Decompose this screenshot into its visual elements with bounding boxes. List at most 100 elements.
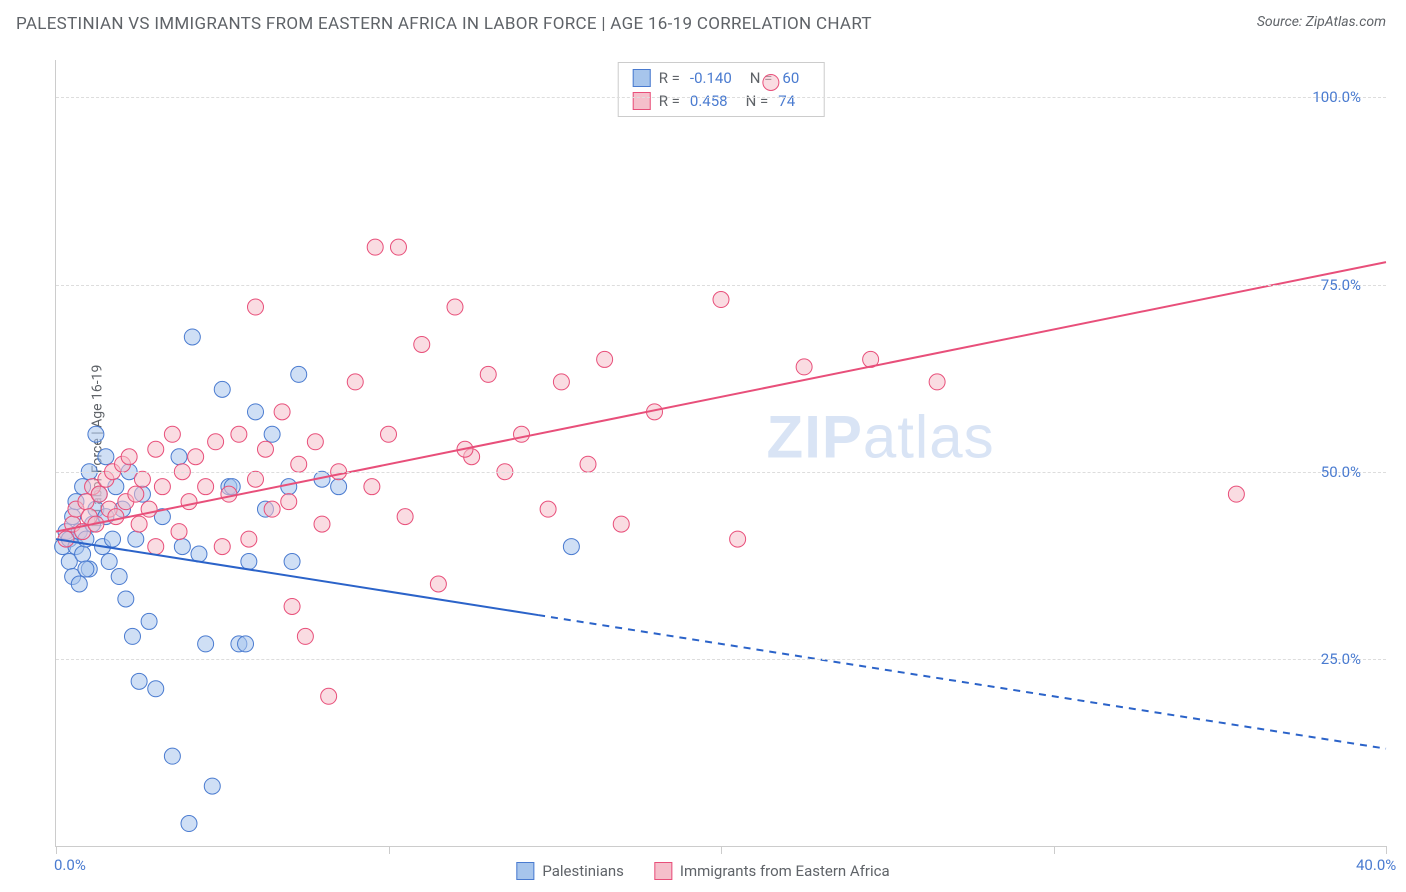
trend-line-dashed — [538, 615, 1386, 749]
y-tick-label: 50.0% — [1321, 463, 1361, 481]
scatter-point — [78, 561, 94, 577]
gridline — [56, 97, 1386, 98]
scatter-point — [381, 426, 397, 442]
scatter-point — [221, 486, 237, 502]
scatter-point — [208, 434, 224, 450]
scatter-point — [128, 486, 144, 502]
scatter-point — [929, 374, 945, 390]
scatter-point — [118, 591, 134, 607]
scatter-point — [257, 441, 273, 457]
plot-svg — [56, 60, 1386, 846]
source-name: ZipAtlas.com — [1306, 14, 1386, 30]
legend-item-series2: Immigrants from Eastern Africa — [654, 862, 890, 880]
scatter-point — [297, 628, 313, 644]
legend-label-series2: Immigrants from Eastern Africa — [680, 862, 890, 880]
scatter-point — [75, 546, 91, 562]
scatter-point — [364, 479, 380, 495]
scatter-point — [154, 479, 170, 495]
scatter-point — [241, 554, 257, 570]
gridline — [56, 285, 1386, 286]
scatter-point — [281, 479, 297, 495]
scatter-point — [264, 501, 280, 517]
legend-item-series1: Palestinians — [516, 862, 624, 880]
scatter-point — [796, 359, 812, 375]
scatter-point — [164, 426, 180, 442]
scatter-point — [347, 374, 363, 390]
scatter-point — [321, 688, 337, 704]
x-tick-label: 0.0% — [54, 856, 86, 874]
source-label: Source: — [1257, 14, 1306, 30]
scatter-point — [331, 479, 347, 495]
scatter-point — [367, 239, 383, 255]
y-tick-label: 100.0% — [1312, 88, 1361, 106]
scatter-point — [148, 441, 164, 457]
scatter-point — [111, 569, 127, 585]
scatter-point — [291, 456, 307, 472]
gridline — [56, 472, 1386, 473]
scatter-point — [613, 516, 629, 532]
scatter-point — [291, 366, 307, 382]
scatter-point — [713, 292, 729, 308]
x-tick — [389, 846, 390, 854]
scatter-point — [1228, 486, 1244, 502]
scatter-point — [281, 494, 297, 510]
scatter-point — [241, 531, 257, 547]
scatter-point — [181, 816, 197, 832]
scatter-point — [214, 381, 230, 397]
scatter-point — [390, 239, 406, 255]
scatter-point — [597, 351, 613, 367]
x-tick — [1386, 846, 1387, 854]
x-tick — [721, 846, 722, 854]
plot-area: ZIPatlas R = -0.140 N = 60 R = 0.458 N =… — [55, 60, 1386, 847]
scatter-point — [181, 494, 197, 510]
scatter-point — [580, 456, 596, 472]
y-tick-label: 25.0% — [1321, 650, 1361, 668]
scatter-point — [238, 636, 254, 652]
scatter-point — [430, 576, 446, 592]
scatter-point — [134, 471, 150, 487]
scatter-point — [91, 486, 107, 502]
scatter-point — [447, 299, 463, 315]
scatter-point — [188, 449, 204, 465]
scatter-point — [88, 426, 104, 442]
series-legend: Palestinians Immigrants from Eastern Afr… — [516, 862, 889, 880]
scatter-point — [414, 336, 430, 352]
scatter-point — [171, 524, 187, 540]
scatter-point — [514, 426, 530, 442]
scatter-point — [171, 449, 187, 465]
scatter-point — [98, 449, 114, 465]
scatter-point — [730, 531, 746, 547]
scatter-point — [71, 576, 87, 592]
scatter-point — [198, 479, 214, 495]
scatter-point — [198, 636, 214, 652]
scatter-point — [553, 374, 569, 390]
scatter-point — [248, 299, 264, 315]
scatter-point — [540, 501, 556, 517]
legend-swatch-bottom-1 — [516, 862, 534, 880]
chart-title: PALESTINIAN VS IMMIGRANTS FROM EASTERN A… — [16, 14, 872, 34]
scatter-point — [248, 471, 264, 487]
y-tick-label: 75.0% — [1321, 276, 1361, 294]
gridline — [56, 659, 1386, 660]
scatter-point — [563, 539, 579, 555]
scatter-point — [284, 598, 300, 614]
scatter-point — [274, 404, 290, 420]
scatter-point — [763, 74, 779, 90]
scatter-point — [248, 404, 264, 420]
scatter-point — [231, 426, 247, 442]
scatter-point — [131, 516, 147, 532]
scatter-point — [307, 434, 323, 450]
x-tick — [1054, 846, 1055, 854]
scatter-point — [184, 329, 200, 345]
scatter-point — [148, 539, 164, 555]
scatter-point — [264, 426, 280, 442]
scatter-point — [204, 778, 220, 794]
scatter-point — [480, 366, 496, 382]
scatter-point — [148, 681, 164, 697]
scatter-point — [191, 546, 207, 562]
scatter-point — [174, 539, 190, 555]
legend-swatch-bottom-2 — [654, 862, 672, 880]
x-tick-label: 40.0% — [1356, 856, 1396, 874]
x-tick — [56, 846, 57, 854]
scatter-point — [131, 673, 147, 689]
